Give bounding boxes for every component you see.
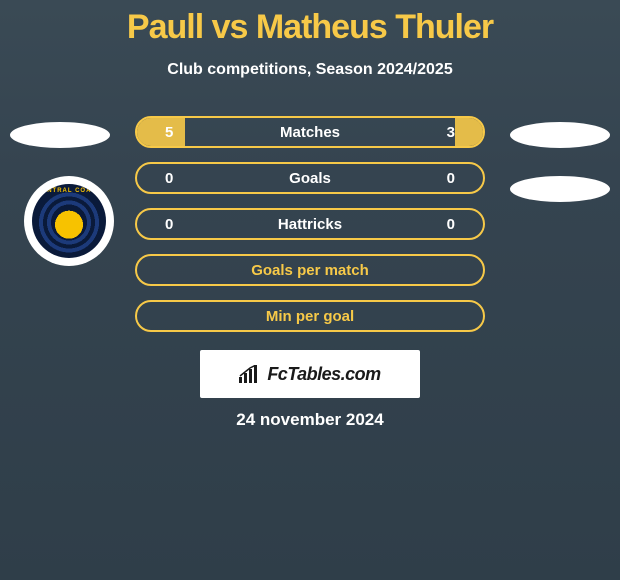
stat-row: 0Goals0 xyxy=(135,162,485,194)
brand-text: FcTables.com xyxy=(267,364,380,385)
date-text: 24 november 2024 xyxy=(0,410,620,430)
page-title: Paull vs Matheus Thuler xyxy=(0,0,620,47)
stat-left-value: 5 xyxy=(165,124,173,141)
placeholder-ellipse-right-2 xyxy=(510,176,610,202)
stat-label: Hattricks xyxy=(151,216,469,233)
stat-label: Min per goal xyxy=(151,308,469,325)
bar-chart-icon xyxy=(239,365,261,383)
stat-right-value: 0 xyxy=(447,170,455,187)
stat-right-value: 0 xyxy=(447,216,455,233)
stat-right-value: 3 xyxy=(447,124,455,141)
stat-label: Matches xyxy=(151,124,469,141)
club-badge: CENTRAL COAST xyxy=(24,176,114,266)
stat-label: Goals xyxy=(151,170,469,187)
stat-row: 5Matches3 xyxy=(135,116,485,148)
brand-box: FcTables.com xyxy=(200,350,420,398)
placeholder-ellipse-right-1 xyxy=(510,122,610,148)
stat-row: Min per goal xyxy=(135,300,485,332)
stat-label: Goals per match xyxy=(151,262,469,279)
subtitle: Club competitions, Season 2024/2025 xyxy=(0,61,620,79)
stat-row: Goals per match xyxy=(135,254,485,286)
stat-row: 0Hattricks0 xyxy=(135,208,485,240)
club-badge-inner: CENTRAL COAST xyxy=(32,184,106,258)
club-badge-text: CENTRAL COAST xyxy=(32,188,106,194)
stat-left-value: 0 xyxy=(165,216,173,233)
stat-left-value: 0 xyxy=(165,170,173,187)
placeholder-ellipse-left xyxy=(10,122,110,148)
stats-rows: 5Matches30Goals00Hattricks0Goals per mat… xyxy=(135,116,485,346)
